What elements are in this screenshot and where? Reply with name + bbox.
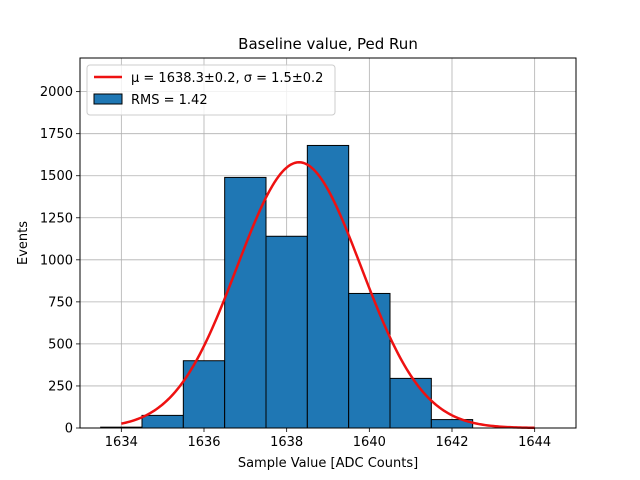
fit-curve-layer (121, 161, 535, 430)
x-axis-ticks: 1634 1636 1638 1640 1642 1644 (105, 428, 551, 450)
y-tick-label: 1000 (40, 253, 73, 268)
y-tick-label: 250 (48, 379, 73, 394)
fit-curve (121, 161, 535, 430)
y-tick-label: 750 (48, 295, 73, 310)
legend-box (86, 64, 336, 116)
y-tick-label: 500 (48, 337, 73, 352)
histogram-bar (389, 377, 432, 429)
y-tick-label: 1250 (40, 211, 73, 226)
chart-title: Baseline value, Ped Run (238, 35, 418, 53)
x-tick-label: 1636 (187, 435, 220, 450)
x-tick-label: 1644 (518, 435, 551, 450)
histogram-bar (224, 176, 267, 429)
histogram-bar (306, 144, 350, 429)
y-axis-ticks: 0 250 500 750 1000 1250 1500 1750 2000 (40, 85, 80, 437)
histogram-bar (348, 292, 391, 429)
plot-frame (79, 57, 577, 429)
x-axis-title: Sample Value [ADC Counts] (238, 456, 418, 471)
y-axis-title: Events (16, 221, 31, 265)
histogram-bar (265, 235, 308, 429)
x-tick-label: 1640 (353, 435, 386, 450)
y-tick-label: 1750 (40, 127, 73, 142)
x-tick-label: 1642 (435, 435, 468, 450)
y-tick-label: 0 (65, 422, 73, 437)
legend-fit-label: μ = 1638.3±0.2, σ = 1.5±0.2 (131, 71, 323, 86)
y-tick-label: 1500 (40, 169, 73, 184)
legend-histogram-swatch (93, 93, 123, 105)
x-tick-label: 1638 (270, 435, 303, 450)
x-tick-label: 1634 (105, 435, 138, 450)
y-tick-label: 2000 (40, 85, 73, 100)
legend-histogram-label: RMS = 1.42 (131, 93, 208, 108)
legend: μ = 1638.3±0.2, σ = 1.5±0.2 RMS = 1.42 (86, 64, 336, 116)
histogram-bar (141, 414, 184, 429)
